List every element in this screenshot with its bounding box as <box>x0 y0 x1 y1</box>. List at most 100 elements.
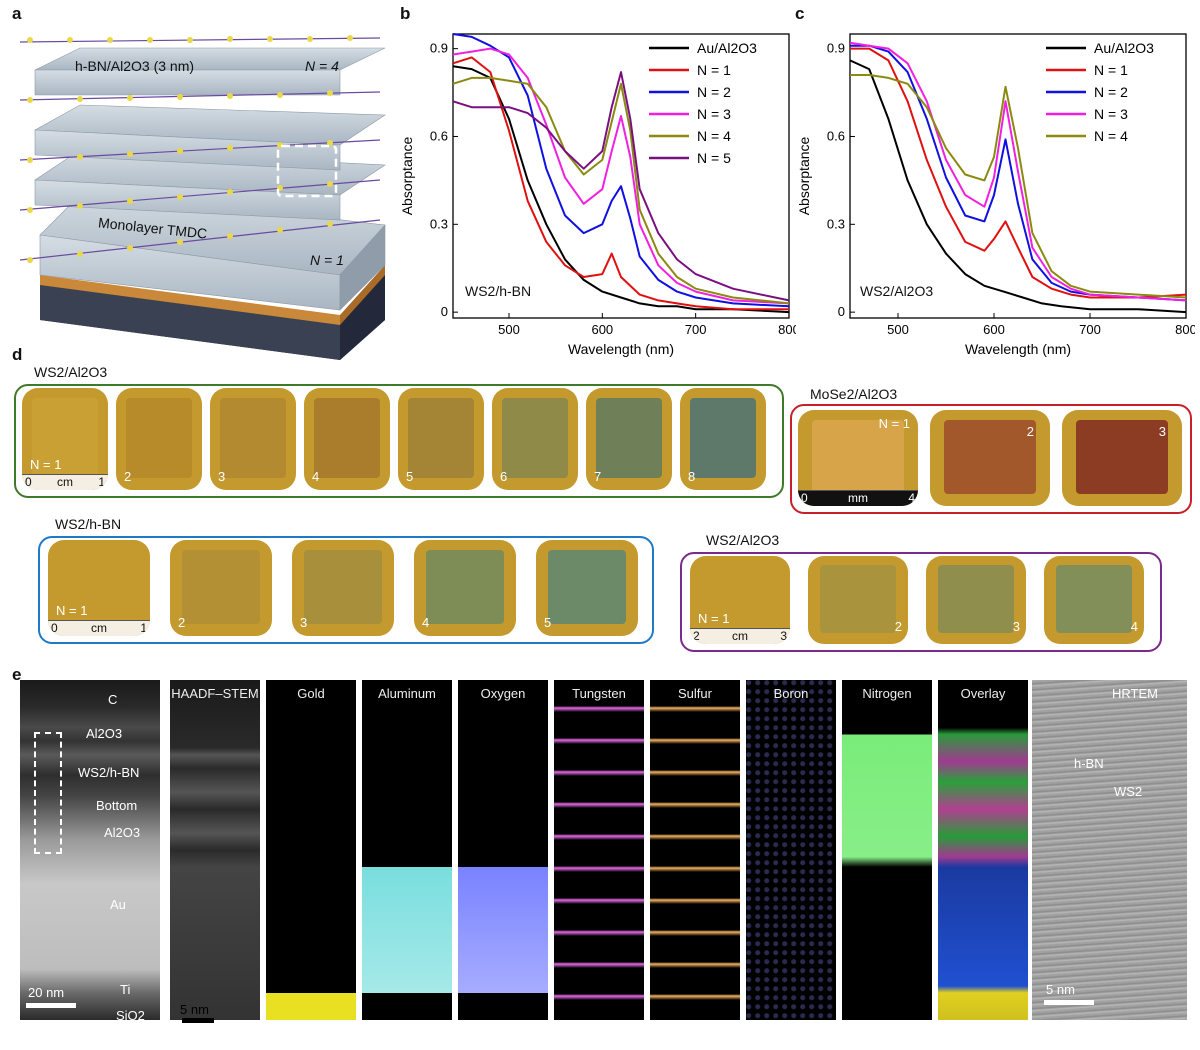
sample-film <box>812 419 904 495</box>
sample-photo: 2 <box>930 410 1050 506</box>
elemental-map-title: Overlay <box>960 686 1006 701</box>
chart-b-series-line <box>452 76 790 305</box>
ruler-mark: cm <box>91 621 107 635</box>
sample-group-mose2-al2o3 <box>790 404 1192 514</box>
elemental-map-title: Aluminum <box>378 686 436 701</box>
elemental-map-title: HAADF–STEM <box>171 686 259 701</box>
sample-layer-label: 4 <box>312 469 320 484</box>
map-scale-text: 5 nm <box>180 1002 209 1017</box>
chart-c-y-tick-label: 0.9 <box>827 41 845 56</box>
ruler-mark: cm <box>732 629 748 643</box>
sample-film <box>426 549 504 625</box>
cross-section-scale-bar <box>26 1003 76 1008</box>
panel-label-b: b <box>400 4 411 23</box>
cross-section-layer-label: Au <box>110 897 126 912</box>
chart-c-y-tick-label: 0.3 <box>827 216 845 231</box>
sample-photo: 8 <box>680 388 766 490</box>
chart-b-y-axis-label: Absorptance <box>399 136 415 215</box>
sample-photo: 3 <box>210 388 296 490</box>
cross-section-layer-label: Bottom <box>96 798 138 813</box>
ruler-mark: 0 <box>25 475 32 489</box>
chart-b-x-tick-label: 600 <box>591 322 613 337</box>
sample-film <box>596 398 662 478</box>
sample-layer-label: 2 <box>894 619 902 634</box>
chart-b-legend-label: Au/Al2O3 <box>697 40 757 56</box>
ruler-mark: 1 <box>98 475 105 489</box>
elemental-map: HAADF–STEM <box>170 680 260 1020</box>
sample-layer-label: 2 <box>178 615 186 630</box>
elemental-map-title: Gold <box>297 686 325 701</box>
group-title-ws2-al2o3: WS2/Al2O3 <box>34 364 108 380</box>
chart-b-series-line <box>452 56 789 311</box>
ruler-mark: 0 <box>801 491 808 505</box>
ruler-mark: 1 <box>140 621 147 635</box>
chart-b-y-tick-label: 0.3 <box>430 216 448 231</box>
sample-layer-label: 8 <box>688 469 696 484</box>
sample-photo: N = 1 0 cm 1 <box>22 388 108 490</box>
sample-film <box>408 398 474 478</box>
sample-layer-label: 5 <box>544 615 552 630</box>
chart-b-series-line <box>452 47 790 305</box>
hrtem-title: HRTEM <box>1112 686 1158 701</box>
sample-photo: N = 1 2 cm 3 <box>690 556 790 644</box>
hrtem-scale-text: 5 nm <box>1046 982 1075 997</box>
sample-film <box>702 564 778 634</box>
group-title-ws2-al2o3-2: WS2/Al2O3 <box>706 532 780 548</box>
sample-layer-label: N = 1 <box>30 457 62 472</box>
sample-ruler: 0 cm 1 <box>48 620 150 636</box>
sample-film <box>548 549 626 625</box>
panel-label-e: e <box>12 665 22 684</box>
sample-photo: 2 <box>116 388 202 490</box>
layer-stack-illustration <box>19 35 386 360</box>
chart-c-y-axis-label: Absorptance <box>796 136 812 215</box>
hrtem-image: HRTEM h-BN WS2 5 nm <box>1032 680 1187 1020</box>
sample-layer-label: 6 <box>500 469 508 484</box>
sample-layer-label: 5 <box>406 469 414 484</box>
sample-photo: 6 <box>492 388 578 490</box>
chart-c-legend-label: Au/Al2O3 <box>1094 40 1154 56</box>
sample-photo: N = 1 0 mm 4 <box>798 410 918 506</box>
chart-c-x-axis-label: Wavelength (nm) <box>965 341 1071 357</box>
sample-layer-label: N = 1 <box>878 416 910 431</box>
sample-film <box>60 549 138 625</box>
elemental-map: Tungsten <box>554 680 644 1020</box>
hrtem-label-ws2: WS2 <box>1114 784 1143 799</box>
cross-section-layer-label: WS2/h-BN <box>78 765 140 780</box>
sample-ruler: 0 cm 1 <box>22 474 108 490</box>
sample-film <box>690 398 756 478</box>
panel-label-d: d <box>12 345 23 364</box>
ruler-mark: mm <box>848 491 868 505</box>
chart-c-x-tick-label: 800 <box>1175 322 1195 337</box>
chart-c-series-line <box>850 47 1187 299</box>
chart-c-series-line <box>849 41 1187 302</box>
chart-b-legend-label: N = 4 <box>697 128 731 144</box>
sample-film <box>314 398 380 478</box>
chart-b-legend-label: N = 2 <box>697 84 731 100</box>
sample-ruler: 2 cm 3 <box>690 628 790 644</box>
chart-b-x-axis-label: Wavelength (nm) <box>568 341 674 357</box>
elemental-map-title: Nitrogen <box>862 686 912 701</box>
sample-layer-label: 2 <box>1026 424 1034 439</box>
sample-film <box>32 398 98 478</box>
elemental-map: Nitrogen <box>842 680 932 1020</box>
elemental-map: Overlay <box>938 680 1028 1020</box>
sample-photo: 4 <box>414 540 516 636</box>
sample-film <box>938 564 1014 634</box>
sample-group-ws2-hbn <box>38 536 654 644</box>
group-title-mose2-al2o3: MoSe2/Al2O3 <box>810 386 898 402</box>
sample-photo: 3 <box>292 540 394 636</box>
sample-photo: 4 <box>304 388 390 490</box>
sample-film <box>182 549 260 625</box>
sample-film <box>220 398 286 478</box>
sample-film <box>126 398 192 478</box>
sample-photo: 2 <box>170 540 272 636</box>
elemental-map: Sulfur <box>650 680 740 1020</box>
chart-c-legend-label: N = 1 <box>1094 62 1128 78</box>
sample-layer-label: 2 <box>124 469 132 484</box>
chart-b-annotation: WS2/h-BN <box>465 283 532 299</box>
sample-photo: 5 <box>536 540 638 636</box>
panel-label-c: c <box>795 4 805 23</box>
chart-c-y-tick-label: 0.6 <box>827 128 845 143</box>
chart-b-x-tick-label: 800 <box>778 322 796 337</box>
chart-b-series-line <box>452 71 790 302</box>
